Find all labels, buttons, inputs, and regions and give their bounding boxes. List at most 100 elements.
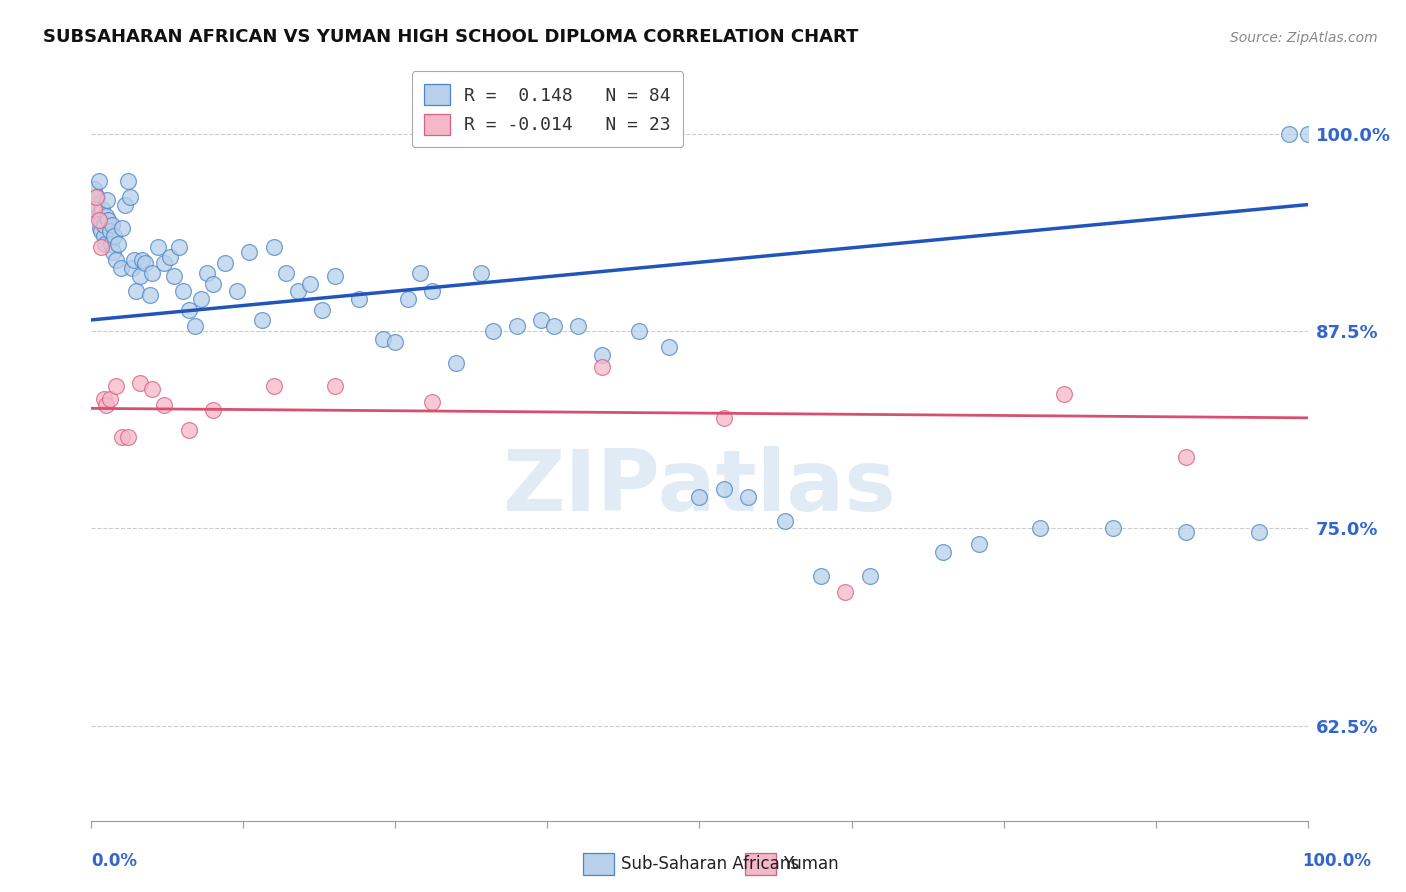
- Point: [263, 240, 285, 254]
- Point: [967, 537, 990, 551]
- Point: [859, 569, 882, 583]
- Point: [420, 395, 443, 409]
- Point: [931, 545, 953, 559]
- Point: [153, 256, 176, 270]
- Point: [159, 250, 181, 264]
- Point: [89, 221, 111, 235]
- Point: [90, 224, 112, 238]
- Point: [1175, 524, 1198, 539]
- Point: [111, 221, 134, 235]
- Point: [506, 319, 529, 334]
- Point: [107, 237, 129, 252]
- Point: [1175, 450, 1198, 465]
- Point: [567, 319, 589, 334]
- Point: [396, 293, 419, 307]
- Point: [104, 379, 127, 393]
- Point: [117, 430, 139, 444]
- Point: [87, 213, 110, 227]
- Point: [111, 430, 134, 444]
- Point: [274, 266, 297, 280]
- Point: [90, 240, 112, 254]
- Point: [98, 224, 121, 238]
- Point: [177, 424, 200, 438]
- Point: [129, 268, 152, 283]
- Point: [214, 256, 236, 270]
- Point: [409, 266, 432, 280]
- Point: [94, 398, 117, 412]
- Point: [89, 205, 111, 219]
- Point: [287, 285, 309, 299]
- Point: [103, 244, 125, 259]
- Point: [591, 360, 613, 375]
- Point: [250, 313, 273, 327]
- Text: 100.0%: 100.0%: [1302, 852, 1371, 870]
- Point: [98, 392, 121, 406]
- Point: [97, 213, 120, 227]
- Point: [658, 340, 681, 354]
- Point: [311, 303, 333, 318]
- Point: [202, 403, 225, 417]
- Point: [134, 256, 156, 270]
- Point: [713, 482, 735, 496]
- Point: [1278, 127, 1301, 141]
- Point: [94, 237, 117, 252]
- Point: [323, 268, 346, 283]
- Point: [688, 490, 710, 504]
- Point: [91, 202, 114, 217]
- Point: [481, 324, 503, 338]
- Point: [120, 190, 142, 204]
- Point: [1029, 521, 1052, 535]
- Point: [238, 244, 260, 259]
- Point: [163, 268, 186, 283]
- Point: [93, 229, 115, 244]
- Point: [125, 285, 148, 299]
- Point: [530, 313, 553, 327]
- Point: [90, 213, 112, 227]
- Bar: [583, 853, 614, 875]
- Point: [139, 287, 162, 301]
- Point: [93, 218, 115, 232]
- Point: [323, 379, 346, 393]
- Point: [83, 202, 105, 217]
- Point: [84, 197, 107, 211]
- Text: Source: ZipAtlas.com: Source: ZipAtlas.com: [1230, 31, 1378, 45]
- Point: [114, 197, 136, 211]
- Point: [373, 332, 395, 346]
- Point: [83, 182, 105, 196]
- Point: [141, 383, 163, 397]
- Point: [94, 209, 117, 223]
- Text: SUBSAHARAN AFRICAN VS YUMAN HIGH SCHOOL DIPLOMA CORRELATION CHART: SUBSAHARAN AFRICAN VS YUMAN HIGH SCHOOL …: [42, 28, 858, 45]
- Point: [202, 277, 225, 291]
- Point: [627, 324, 650, 338]
- Point: [84, 190, 107, 204]
- Point: [153, 398, 176, 412]
- Point: [86, 190, 108, 204]
- Point: [87, 174, 110, 188]
- Point: [1053, 387, 1076, 401]
- Point: [101, 218, 124, 232]
- Point: [444, 355, 467, 369]
- Point: [347, 293, 370, 307]
- Point: [195, 266, 218, 280]
- Point: [93, 392, 115, 406]
- Text: 0.0%: 0.0%: [91, 852, 138, 870]
- Point: [104, 252, 127, 267]
- Point: [141, 266, 163, 280]
- Point: [384, 334, 406, 349]
- Point: [148, 240, 170, 254]
- Point: [773, 514, 796, 528]
- Point: [226, 285, 249, 299]
- Point: [810, 569, 832, 583]
- Point: [834, 584, 856, 599]
- Point: [167, 240, 190, 254]
- Point: [543, 319, 565, 334]
- Point: [129, 376, 152, 390]
- Point: [177, 303, 200, 318]
- Point: [100, 237, 122, 252]
- Point: [591, 348, 613, 362]
- Point: [122, 252, 145, 267]
- Point: [103, 229, 125, 244]
- Point: [131, 252, 153, 267]
- Point: [172, 285, 194, 299]
- Point: [190, 293, 212, 307]
